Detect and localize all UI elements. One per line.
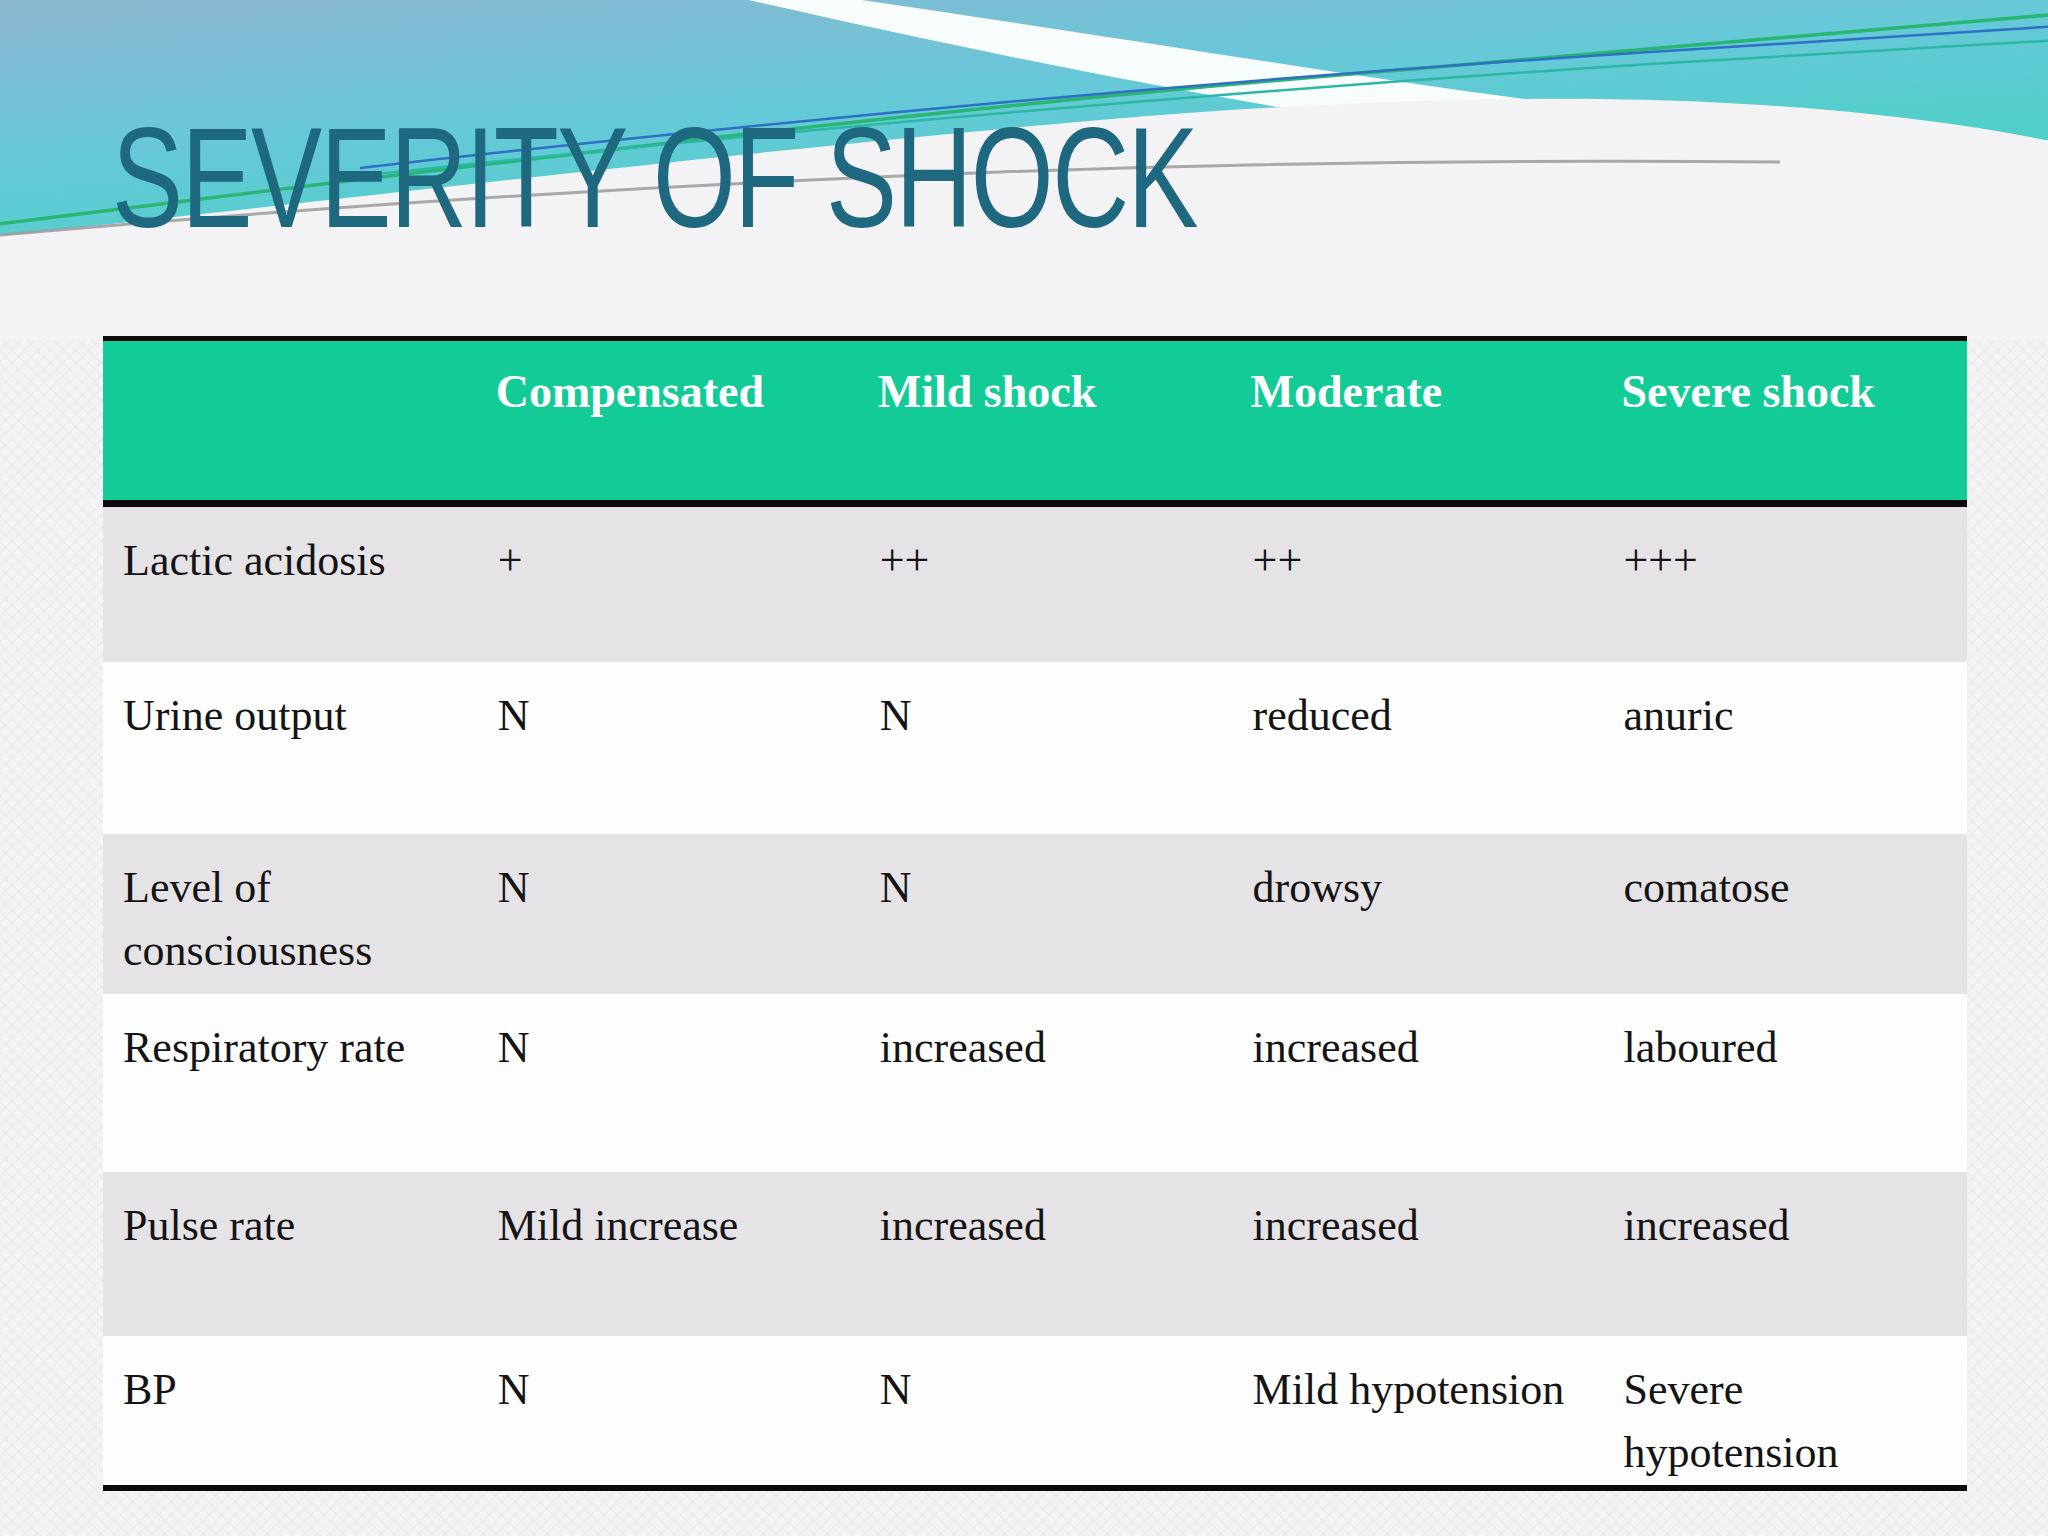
table-cell: ++ (1233, 504, 1604, 662)
table-cell: N (860, 1336, 1233, 1489)
table-cell: ++ (860, 504, 1233, 662)
table-cell: reduced (1233, 662, 1604, 834)
table-cell: increased (1233, 1172, 1604, 1336)
table-cell: Severe hypotension (1603, 1336, 1967, 1489)
table-cell: +++ (1603, 504, 1967, 662)
table-cell: Mild increase (478, 1172, 860, 1336)
table-row-pulse-rate: Pulse rate Mild increase increased incre… (103, 1172, 1967, 1336)
table-header-row: Compensated Mild shock Moderate Severe s… (103, 339, 1967, 504)
table-cell: comatose (1603, 834, 1967, 994)
severity-table: Compensated Mild shock Moderate Severe s… (103, 336, 1967, 1491)
table-row-urine-output: Urine output N N reduced anuric (103, 662, 1967, 834)
table-cell: N (478, 662, 860, 834)
table-cell: N (860, 662, 1233, 834)
column-header-moderate: Moderate (1233, 339, 1604, 504)
table-cell: increased (1603, 1172, 1967, 1336)
table-cell: increased (860, 1172, 1233, 1336)
table-cell: N (478, 994, 860, 1172)
table-row-lactic-acidosis: Lactic acidosis + ++ ++ +++ (103, 504, 1967, 662)
table-row-respiratory-rate: Respiratory rate N increased increased l… (103, 994, 1967, 1172)
column-header-empty (103, 339, 478, 504)
table-cell: N (860, 834, 1233, 994)
column-header-mild-shock: Mild shock (860, 339, 1233, 504)
column-header-compensated: Compensated (478, 339, 860, 504)
table-cell: N (478, 834, 860, 994)
row-label: BP (103, 1336, 478, 1489)
table-cell: laboured (1603, 994, 1967, 1172)
row-label: Respiratory rate (103, 994, 478, 1172)
row-label: Lactic acidosis (103, 504, 478, 662)
table-row-level-of-consciousness: Level of consciousness N N drowsy comato… (103, 834, 1967, 994)
table-cell: + (478, 504, 860, 662)
table-row-bp: BP N N Mild hypotension Severe hypotensi… (103, 1336, 1967, 1489)
table-cell: increased (1233, 994, 1604, 1172)
table-cell: Mild hypotension (1233, 1336, 1604, 1489)
row-label: Pulse rate (103, 1172, 478, 1336)
severity-table-container: Compensated Mild shock Moderate Severe s… (103, 336, 1967, 1491)
table-cell: N (478, 1336, 860, 1489)
slide: SEVERITY OF SHOCK Compensated Mild shock… (0, 0, 2048, 1536)
column-header-severe-shock: Severe shock (1603, 339, 1967, 504)
row-label: Level of consciousness (103, 834, 478, 994)
table-cell: increased (860, 994, 1233, 1172)
slide-title: SEVERITY OF SHOCK (112, 100, 1197, 256)
table-cell: anuric (1603, 662, 1967, 834)
table-cell: drowsy (1233, 834, 1604, 994)
row-label: Urine output (103, 662, 478, 834)
